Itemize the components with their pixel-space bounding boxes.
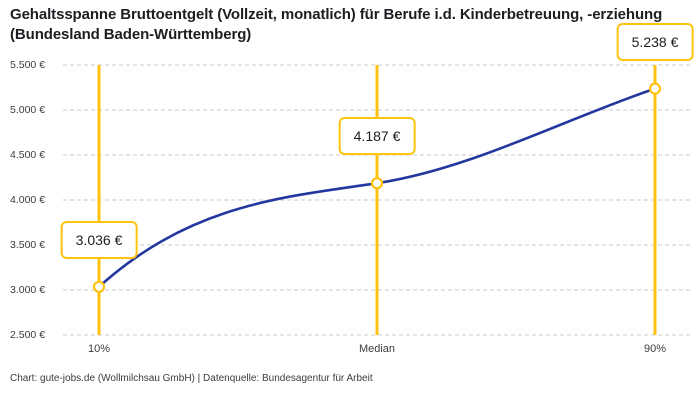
data-point-marker — [648, 82, 662, 95]
attribution-text: Chart: gute-jobs.de (Wollmilchsau GmbH) … — [10, 373, 373, 384]
x-axis-tick-label-90pct: 90% — [643, 343, 667, 355]
data-point-marker — [92, 280, 106, 293]
x-axis-tick-label-median: Median — [358, 343, 396, 355]
x-axis-tick-label-10pct: 10% — [87, 343, 111, 355]
y-axis-tick-label: 4.000 € — [10, 194, 46, 206]
data-point-callout-median: 4.187 € — [338, 117, 416, 156]
y-axis-tick-label: 5.500 € — [10, 59, 46, 71]
data-point-marker — [370, 177, 384, 190]
y-axis-tick-label: 3.500 € — [10, 239, 46, 251]
y-axis-tick-label: 2.500 € — [10, 329, 46, 341]
data-point-callout-90pct: 5.238 € — [616, 22, 694, 61]
y-axis-tick-label: 3.000 € — [10, 284, 46, 296]
y-axis-tick-label: 4.500 € — [10, 149, 46, 161]
data-point-callout-10pct: 3.036 € — [60, 220, 138, 259]
y-axis-tick-label: 5.000 € — [10, 104, 46, 116]
chart-title: Gehaltsspanne Bruttoentgelt (Vollzeit, m… — [10, 6, 663, 43]
